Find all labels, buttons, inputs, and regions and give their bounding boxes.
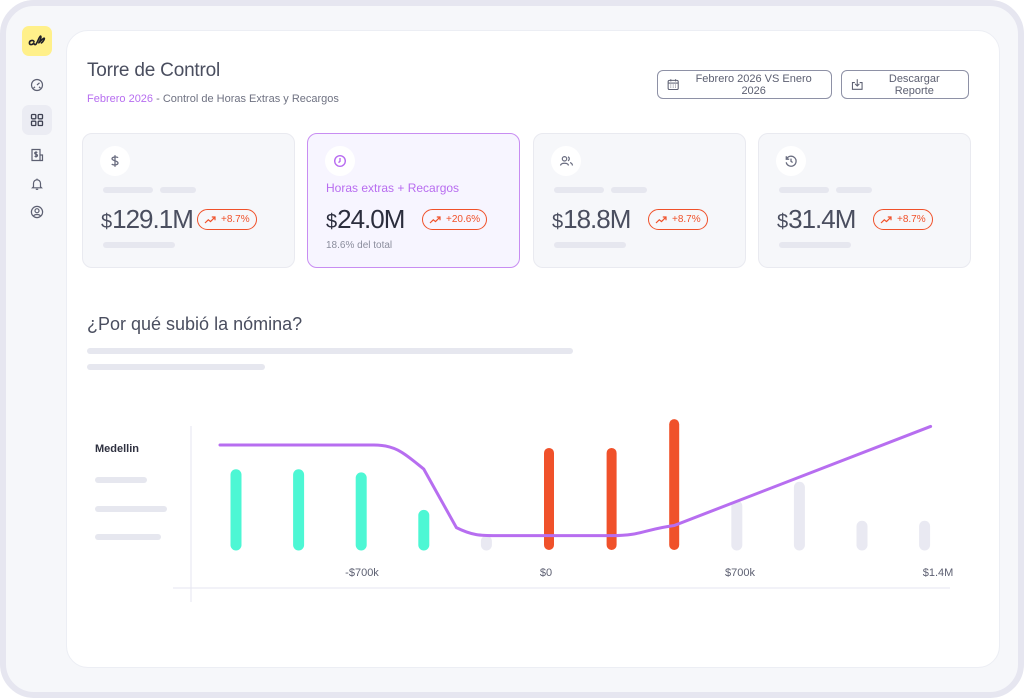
logo-icon xyxy=(28,35,46,46)
kpi-card-overtime[interactable]: Horas extras + Recargos $24.0M +20.6% 18… xyxy=(307,133,520,268)
page-title: Torre de Control xyxy=(87,60,221,81)
skeleton-line xyxy=(103,187,153,193)
skeleton-line xyxy=(87,348,573,354)
page-subtitle: Febrero 2026 - Control de Horas Extras y… xyxy=(87,93,339,105)
period-compare-label: Febrero 2026 VS Enero 2026 xyxy=(695,72,812,97)
kpi-value: $18.8M xyxy=(552,204,631,234)
trend-up-icon xyxy=(880,215,892,223)
chart-row-label: Medellin xyxy=(95,443,140,455)
download-report-button[interactable]: Descargar Reporte xyxy=(841,70,969,99)
logo[interactable] xyxy=(22,26,52,56)
skeleton-line xyxy=(95,534,161,540)
sidebar xyxy=(22,26,52,219)
history-icon xyxy=(785,155,797,167)
kpi-note: 18.6% del total xyxy=(326,240,393,251)
kpi-label: Horas extras + Recargos xyxy=(326,181,460,195)
skeleton-line xyxy=(779,242,851,248)
card-icon-wrap xyxy=(100,146,130,176)
skeleton-line xyxy=(554,242,626,248)
dollar-icon xyxy=(111,155,119,167)
change-badge: +8.7% xyxy=(648,209,708,230)
kpi-card-history[interactable]: $31.4M +8.7% xyxy=(758,133,971,268)
skeleton-line xyxy=(95,506,167,512)
sidebar-item-grid[interactable] xyxy=(22,105,52,135)
gauge-icon xyxy=(30,78,44,92)
kpi-card-employees[interactable]: $18.8M +8.7% xyxy=(533,133,746,268)
user-circle-icon xyxy=(30,205,44,219)
kpi-value: $31.4M xyxy=(777,204,856,234)
subtitle-period: Febrero 2026 xyxy=(87,93,154,105)
clock-icon xyxy=(333,154,347,168)
skeleton-line xyxy=(87,364,265,370)
download-report-label: Descargar Reporte xyxy=(888,72,940,97)
sidebar-item-dashboard[interactable] xyxy=(22,70,52,100)
change-badge: +20.6% xyxy=(422,209,488,230)
calendar-icon xyxy=(667,79,679,91)
skeleton-line xyxy=(554,187,604,193)
trend-up-icon xyxy=(204,215,216,223)
users-icon xyxy=(559,156,573,166)
sidebar-item-profile[interactable] xyxy=(22,197,52,227)
section-title: ¿Por qué subió la nómina? xyxy=(87,314,303,334)
sidebar-item-payroll[interactable] xyxy=(22,140,52,170)
bell-icon xyxy=(31,178,43,190)
skeleton-line xyxy=(103,242,175,248)
kpi-value: $24.0M xyxy=(326,204,405,234)
skeleton-line xyxy=(836,187,872,193)
skeleton-line xyxy=(611,187,647,193)
trend-up-icon xyxy=(655,215,667,223)
grid-icon xyxy=(30,113,44,127)
receipt-dollar-icon xyxy=(31,148,44,162)
skeleton-line xyxy=(779,187,829,193)
download-icon xyxy=(851,79,863,90)
skeleton-line xyxy=(95,477,147,483)
change-badge: +8.7% xyxy=(197,209,257,230)
subtitle-description: - Control de Horas Extras y Recargos xyxy=(153,93,339,105)
skeleton-line xyxy=(160,187,196,193)
change-badge: +8.7% xyxy=(873,209,933,230)
card-icon-wrap xyxy=(776,146,806,176)
kpi-value: $129.1M xyxy=(101,204,194,234)
card-icon-wrap xyxy=(551,146,581,176)
trend-up-icon xyxy=(429,215,441,223)
period-compare-button[interactable]: Febrero 2026 VS Enero 2026 xyxy=(657,70,832,99)
sidebar-item-notifications[interactable] xyxy=(22,169,52,199)
kpi-card-total[interactable]: $129.1M +8.7% xyxy=(82,133,295,268)
card-icon-wrap xyxy=(325,146,355,176)
